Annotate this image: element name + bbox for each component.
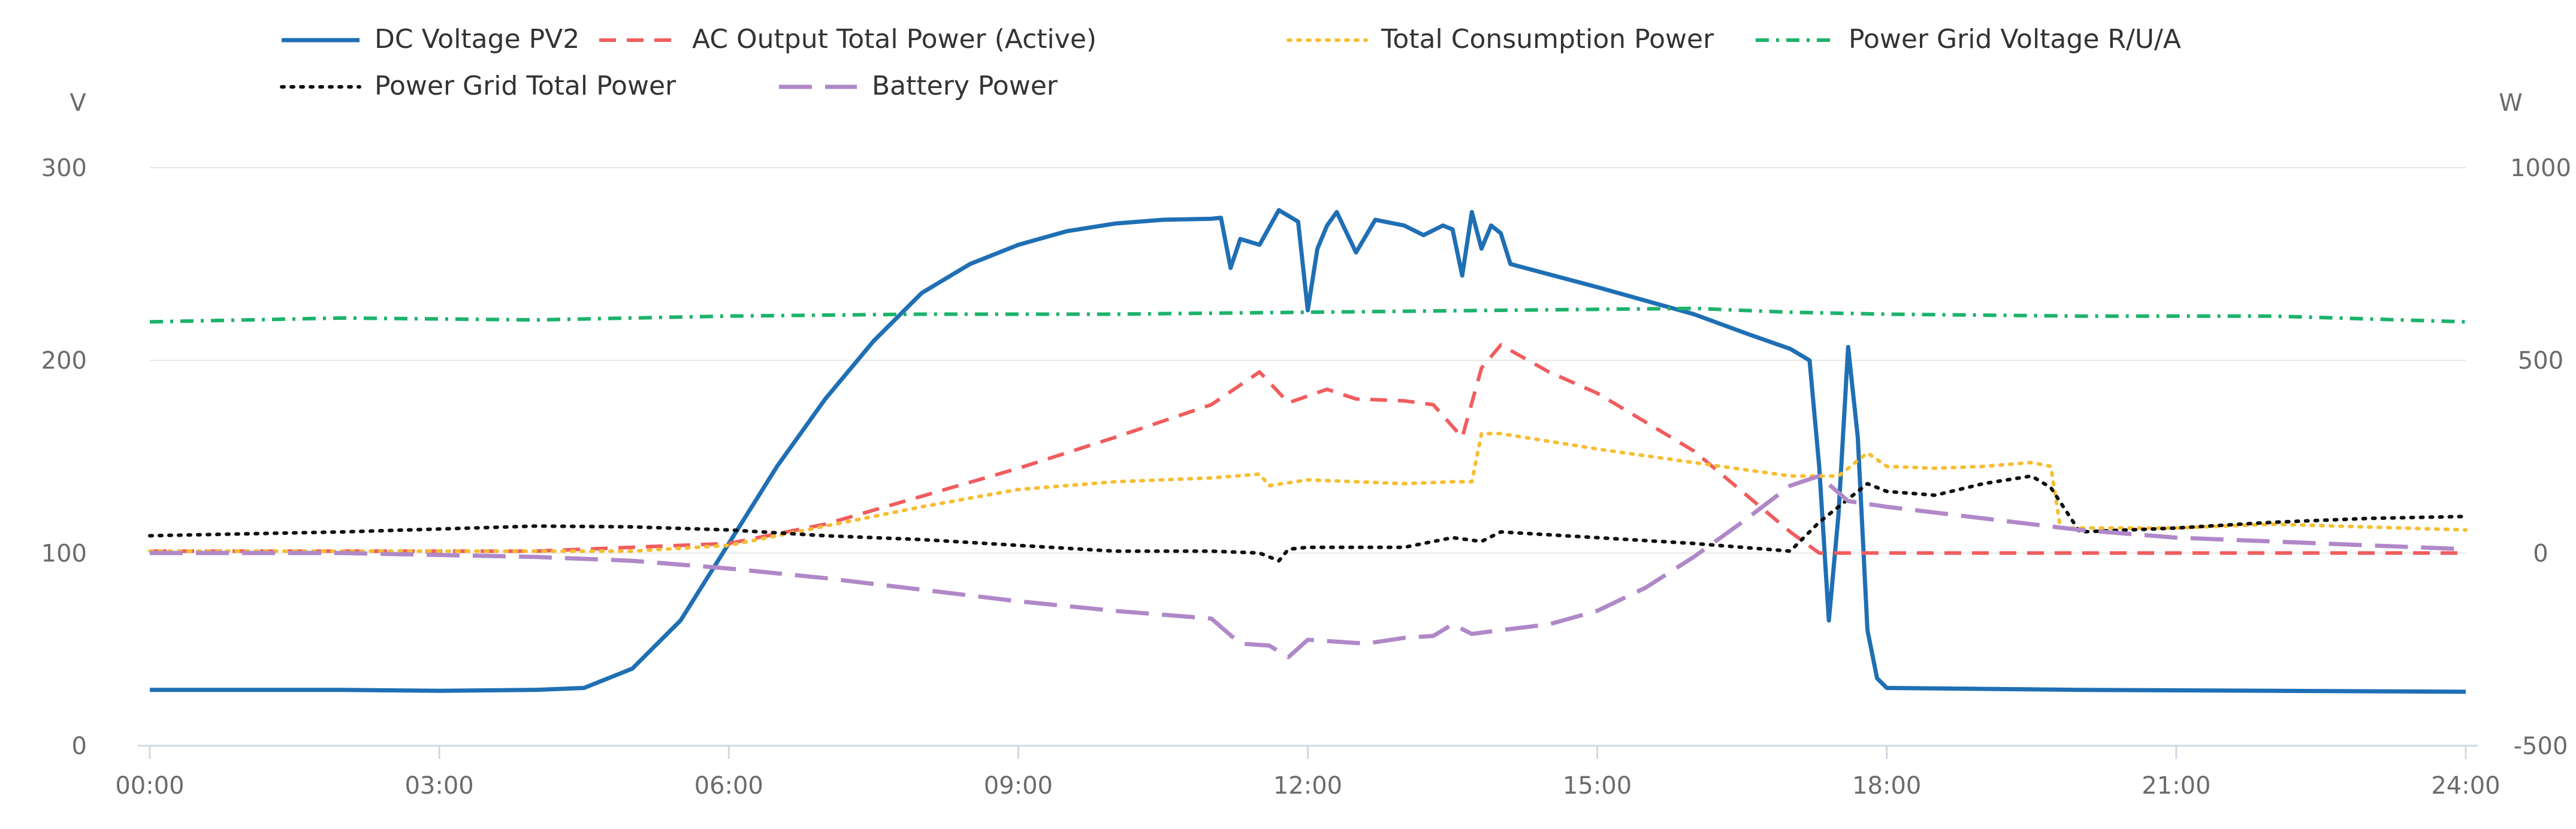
x-axis-tick-label: 03:00 [404, 772, 473, 800]
right-axis-tick-label: 0 [2533, 540, 2548, 567]
series-line-battery-power [150, 474, 2466, 659]
x-axis-tick-label: 21:00 [2142, 772, 2210, 800]
legend-label-dc-voltage-pv2: DC Voltage PV2 [375, 24, 579, 55]
right-axis-tick-label: 500 [2518, 347, 2563, 375]
right-axis-tick-label: 1000 [2510, 155, 2571, 182]
x-axis-tick-label: 00:00 [115, 772, 184, 800]
x-axis-tick-label: 15:00 [1563, 772, 1632, 800]
legend-label-power-grid-voltage-r-u-a: Power Grid Voltage R/U/A [1849, 24, 2181, 55]
left-axis-unit: V [70, 89, 86, 117]
x-axis-tick-label: 18:00 [1852, 772, 1921, 800]
right-axis-tick-label: -500 [2514, 733, 2568, 760]
left-axis-tick-label: 100 [41, 540, 87, 567]
legend-label-total-consumption-power: Total Consumption Power [1381, 24, 1714, 55]
x-axis-tick-label: 24:00 [2431, 772, 2500, 800]
x-axis-tick-label: 12:00 [1273, 772, 1342, 800]
left-axis-tick-label: 0 [72, 733, 87, 760]
legend-label-ac-output-total-power-active: AC Output Total Power (Active) [692, 24, 1097, 55]
series-line-ac-output-total-power-active [150, 343, 2466, 555]
x-axis-tick-label: 06:00 [694, 772, 763, 800]
legend-label-battery-power: Battery Power [872, 71, 1058, 101]
series-line-dc-voltage-pv2 [150, 208, 2466, 694]
legend-label-power-grid-total-power: Power Grid Total Power [375, 71, 677, 101]
left-axis-tick-label: 300 [41, 155, 87, 182]
series-line-total-consumption-power [148, 431, 2468, 553]
series-line-power-grid-total-power [148, 474, 2468, 563]
right-axis-unit: W [2499, 89, 2523, 117]
series-line-power-grid-voltage-r-u-a [149, 306, 2466, 324]
x-axis-tick-label: 09:00 [984, 772, 1053, 800]
left-axis-tick-label: 200 [41, 347, 87, 375]
